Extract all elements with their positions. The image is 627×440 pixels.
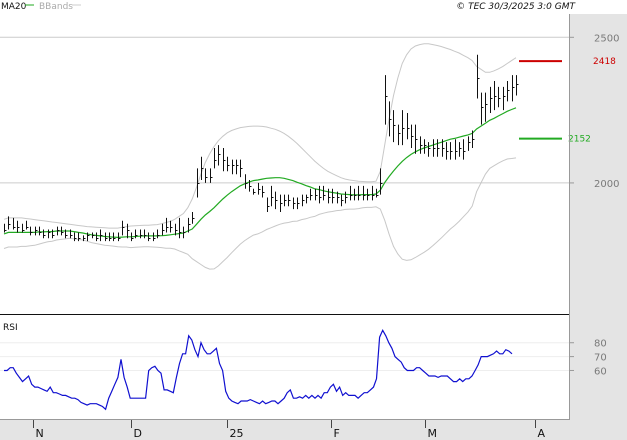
rsi-gridlines [0,342,569,371]
bollinger-upper-band [3,43,517,229]
legend-ma20-label: MA20 [1,2,27,12]
ma20-polyline [3,107,517,239]
bollinger-bands [3,43,517,270]
copyright-text: © TEC 30/3/2025 3:0 GMT [456,2,576,12]
price-plot-area [0,14,569,314]
legend-bbands-label: BBands [39,2,73,12]
support-level-label: 2152 [568,135,591,145]
rsi-polyline [4,328,513,411]
time-axis-background [0,419,569,440]
time-axis: N D 25 F M A [33,420,546,440]
rsi-tick-label: 80 [594,339,607,350]
rsi-title: RSI [3,323,18,333]
rsi-tick-label: 60 [594,366,607,377]
price-tick-label: 2500 [594,33,619,44]
time-tick-label: D [134,427,142,440]
rsi-tick-label: 70 [594,353,607,364]
time-tick-label: F [334,427,340,440]
resistance-level-label: 2418 [593,57,616,67]
price-tick-label: 2000 [594,179,619,190]
time-tick-label: M [428,427,438,440]
price-axis-background [569,14,627,314]
price-levels: 2418 2152 [519,57,616,145]
price-gridlines [0,36,569,184]
time-tick-label: 25 [230,427,244,440]
rsi-axis-background [569,314,627,440]
rsi-panel: RSI 80 70 60 [0,323,607,411]
time-tick-label: A [538,427,546,440]
ma20-line [3,107,517,239]
price-bars [4,54,519,242]
bollinger-lower-band [3,157,517,270]
time-tick-label: N [36,427,44,440]
rsi-line [4,328,513,411]
